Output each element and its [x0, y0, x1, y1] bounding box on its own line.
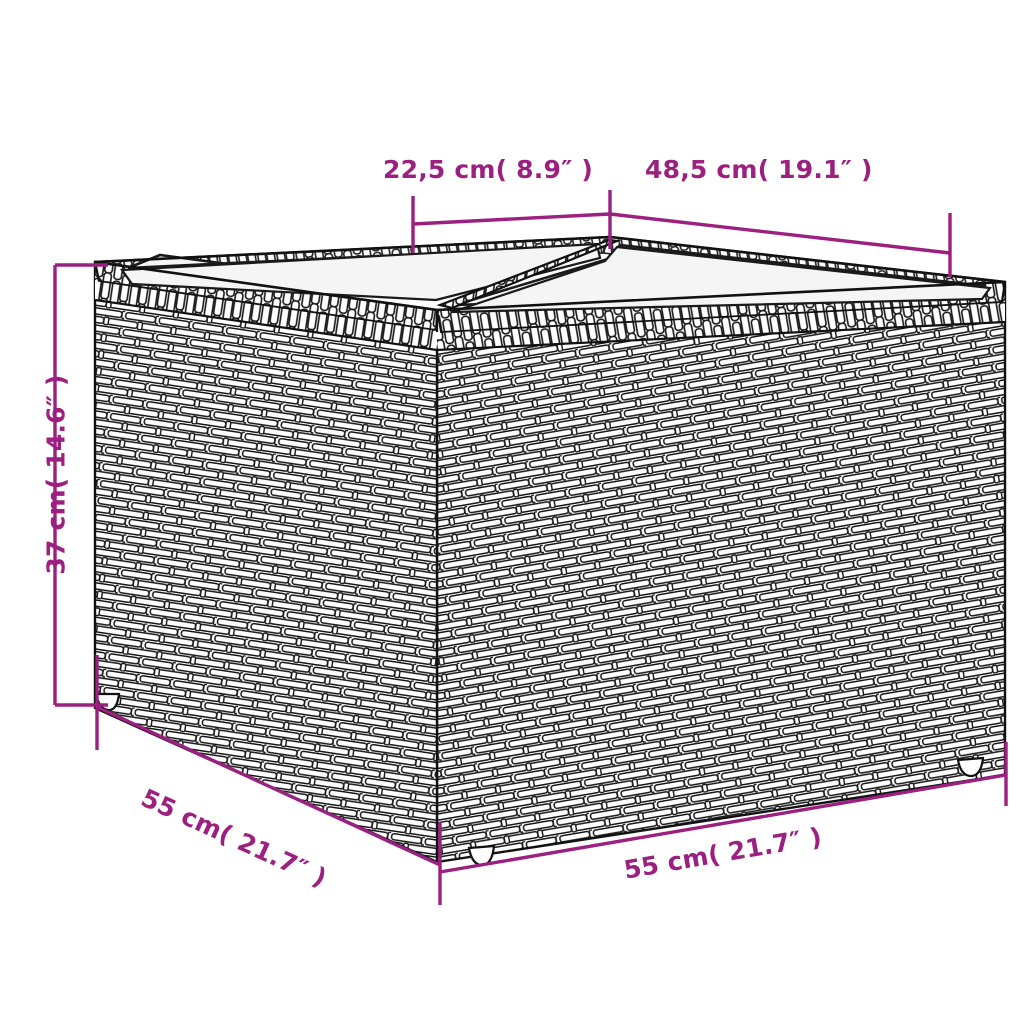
dim-line-depth-top	[412, 212, 611, 226]
table-top-assembly	[93, 235, 1007, 333]
dimension-label-depth-top: 22,5 cm( 8.9″ )	[383, 155, 593, 184]
dimension-label-width-top: 48,5 cm( 19.1″ )	[645, 155, 873, 184]
dimension-lines	[53, 190, 1008, 905]
dim-line-width-bottom	[439, 773, 1007, 874]
table-foot-right	[956, 756, 985, 778]
dim-line-width-top	[609, 212, 951, 255]
dim-line-depth-bottom	[96, 705, 441, 867]
woven-side-panel-front	[435, 280, 1007, 864]
glass-panel-right-face	[451, 245, 993, 314]
dimension-label-height: 37 cm( 14.6″ )	[41, 374, 71, 575]
